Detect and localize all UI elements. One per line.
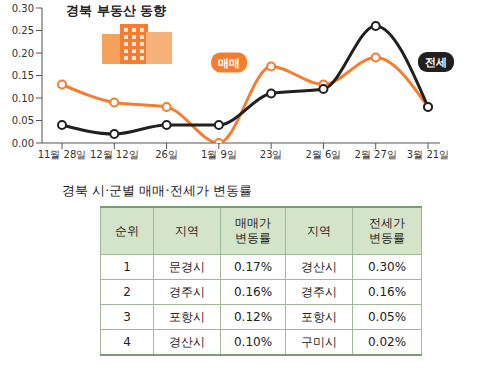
html-text:4: 4 <box>123 335 131 349</box>
svg-text:3월 21일: 3월 21일 <box>407 149 449 160</box>
html-text:순위: 순위 <box>115 223 139 238</box>
svg-text:매매: 매매 <box>218 57 240 70</box>
svg-text:0.20: 0.20 <box>12 48 34 59</box>
html-text:0.12%: 0.12% <box>233 310 273 324</box>
html-text:구미시: 구미시 <box>301 334 337 349</box>
html-text:1: 1 <box>123 260 131 274</box>
html-text:경산시: 경산시 <box>169 334 205 349</box>
html-text:0.16%: 0.16% <box>367 285 407 299</box>
html-text:0.17%: 0.17% <box>233 260 273 274</box>
html-text:경북 시·군별 매매·전세가 변동률: 경북 시·군별 매매·전세가 변동률 <box>62 183 252 198</box>
svg-text:0.05: 0.05 <box>12 115 34 126</box>
html-text:포항시: 포항시 <box>301 309 337 324</box>
html-text:0.10%: 0.10% <box>233 335 273 349</box>
svg-text:23일: 23일 <box>260 149 283 160</box>
html-text:3: 3 <box>123 310 131 324</box>
html-text:경주시: 경주시 <box>301 284 337 299</box>
html-text:포항시: 포항시 <box>169 309 205 324</box>
svg-text:0.25: 0.25 <box>12 25 34 36</box>
html-text:전세가 변동률: 전세가 변동률 <box>369 216 405 245</box>
html-text:경주시: 경주시 <box>169 284 205 299</box>
html-text:0.30%: 0.30% <box>367 260 407 274</box>
svg-text:11월 28일: 11월 28일 <box>38 149 87 160</box>
svg-text:0.15: 0.15 <box>12 70 34 81</box>
html-text:지역: 지역 <box>307 223 331 238</box>
html-text:경산시: 경산시 <box>301 259 337 274</box>
html-text:0.02%: 0.02% <box>367 335 407 349</box>
html-text:매매가 변동률: 매매가 변동률 <box>235 216 271 245</box>
svg-text:26일: 26일 <box>155 149 178 160</box>
html-text:경북 부동산 동향: 경북 부동산 동향 <box>66 3 167 18</box>
svg-text:전세: 전세 <box>425 56 447 69</box>
svg-text:2월 6일: 2월 6일 <box>305 149 341 160</box>
html-text:0.16%: 0.16% <box>233 285 273 299</box>
html-text:문경시: 문경시 <box>169 259 205 274</box>
svg-text:12월 12일: 12월 12일 <box>90 149 139 160</box>
html-text:지역: 지역 <box>175 223 199 238</box>
html-text:2: 2 <box>123 285 131 299</box>
svg-text:0.30: 0.30 <box>12 3 34 14</box>
svg-text:2월 27일: 2월 27일 <box>355 149 397 160</box>
svg-text:1월 9일: 1월 9일 <box>201 149 237 160</box>
svg-text:0.00: 0.00 <box>12 138 34 149</box>
svg-text:0.10: 0.10 <box>12 93 34 104</box>
html-text:0.05%: 0.05% <box>367 310 407 324</box>
